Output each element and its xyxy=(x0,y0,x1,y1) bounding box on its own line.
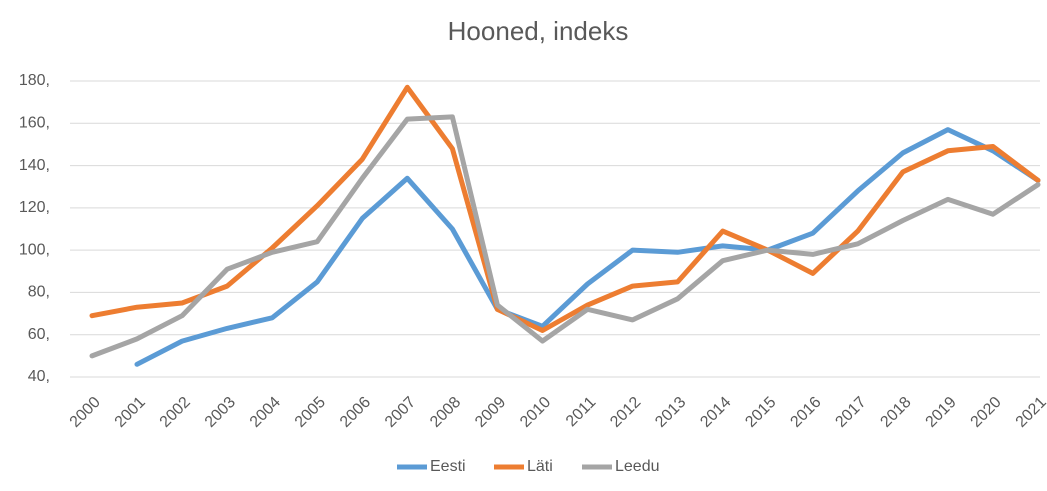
x-tick-label: 2021 xyxy=(1013,394,1047,431)
x-tick-label: 2012 xyxy=(607,394,644,431)
x-tick-label: 2015 xyxy=(742,394,779,431)
y-tick-label: 80, xyxy=(28,284,50,301)
y-tick-label: 140, xyxy=(19,157,50,174)
x-tick-label: 2000 xyxy=(67,394,104,431)
y-tick-label: 120, xyxy=(19,199,50,216)
series-line xyxy=(89,114,1041,359)
x-tick-label: 2008 xyxy=(427,394,464,431)
x-tick-label: 2017 xyxy=(832,394,869,431)
x-tick-label: 2011 xyxy=(563,394,599,430)
legend-label: Leedu xyxy=(615,458,660,475)
x-tick-label: 2001 xyxy=(112,394,149,431)
x-tick-label: 2003 xyxy=(202,394,239,431)
x-tick-label: 2007 xyxy=(382,394,419,431)
series-line xyxy=(134,127,1041,367)
x-tick-label: 2010 xyxy=(517,394,554,431)
x-tick-label: 2004 xyxy=(247,394,284,431)
y-tick-label: 40, xyxy=(28,368,50,385)
legend-label: Eesti xyxy=(430,458,466,475)
legend-label: Läti xyxy=(527,458,553,475)
y-tick-label: 60, xyxy=(28,326,50,343)
x-tick-label: 2014 xyxy=(697,394,734,431)
x-tick-label: 2019 xyxy=(923,394,960,431)
y-tick-label: 180, xyxy=(19,72,50,89)
x-tick-label: 2006 xyxy=(337,394,374,431)
x-tick-label: 2020 xyxy=(968,394,1005,431)
x-tick-label: 2016 xyxy=(787,394,824,431)
y-tick-label: 160, xyxy=(19,115,50,132)
x-tick-label: 2013 xyxy=(652,394,689,431)
chart-title: Hooned, indeks xyxy=(448,16,629,46)
series-line xyxy=(89,84,1041,333)
x-tick-label: 2009 xyxy=(472,394,509,431)
x-tick-label: 2005 xyxy=(292,394,329,431)
x-tick-label: 2002 xyxy=(157,394,194,431)
y-tick-label: 100, xyxy=(19,241,50,258)
x-tick-label: 2018 xyxy=(877,394,914,431)
